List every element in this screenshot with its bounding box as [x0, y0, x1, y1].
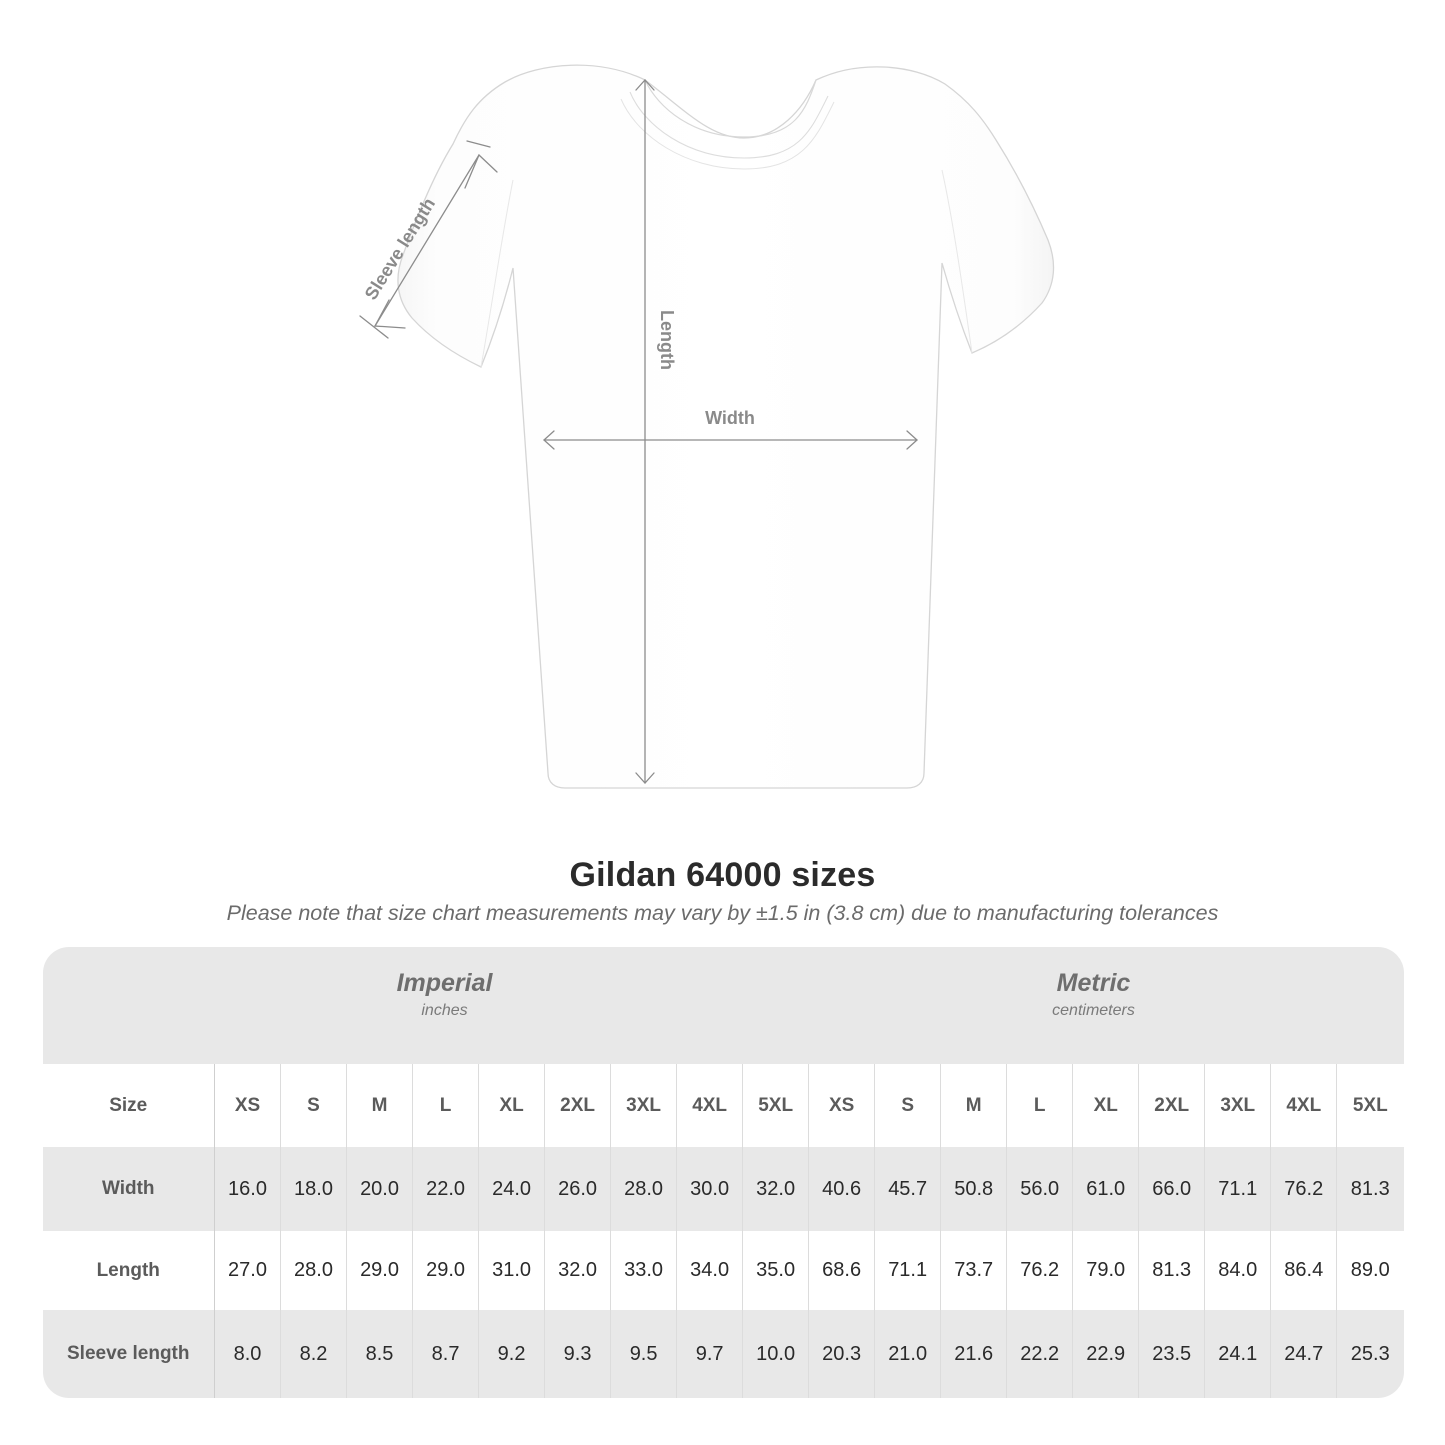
svg-text:Length: Length: [657, 310, 677, 370]
svg-text:Width: Width: [705, 408, 755, 428]
